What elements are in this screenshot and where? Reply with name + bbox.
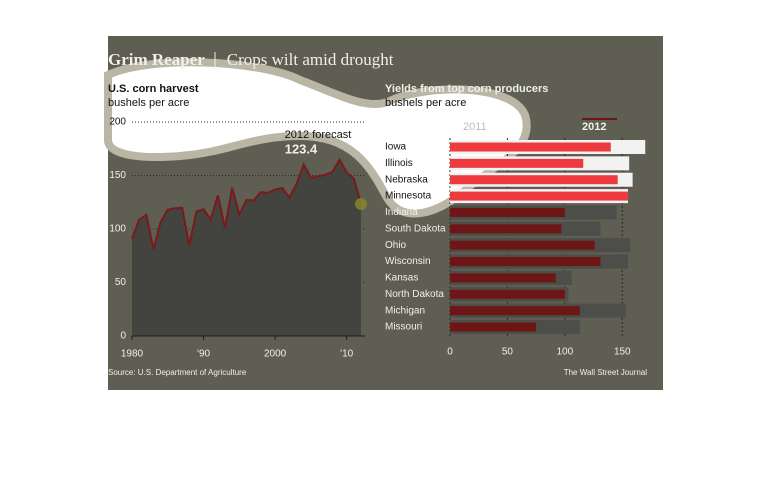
bar [450, 289, 565, 299]
category-label: Kansas [385, 273, 418, 284]
annotation: 2012 forecast [285, 129, 352, 141]
subtitle: Crops wilt amid drought [227, 50, 394, 69]
bar [450, 158, 584, 168]
title: Grim Reaper [108, 50, 205, 69]
area [132, 159, 361, 336]
highlight-point [355, 197, 367, 210]
category-label: South Dakota [385, 223, 446, 234]
x-tick-label: 0 [447, 347, 453, 358]
legend-label: 2011 [463, 121, 487, 133]
bar [450, 207, 565, 217]
category-label: Nebraska [385, 174, 428, 185]
y-tick-label: 50 [115, 277, 127, 288]
page-title: Grim Reaper Crops wilt amid drought [108, 50, 394, 69]
value-label: 123.4 [285, 141, 318, 156]
y-tick-label: 100 [109, 224, 126, 235]
x-tick-label: '90 [197, 349, 210, 360]
bar [450, 240, 595, 250]
x-tick-label: 100 [557, 347, 574, 358]
category-label: North Dakota [385, 289, 444, 300]
legend-label: 2012 [582, 121, 606, 133]
bar [450, 175, 618, 185]
x-tick-label: '10 [340, 349, 353, 360]
source: Source: U.S. Department of Agriculture [108, 368, 247, 377]
bar [450, 306, 580, 316]
category-label: Missouri [385, 322, 422, 333]
x-tick-label: 2000 [264, 349, 287, 360]
category-label: Wisconsin [385, 256, 431, 267]
bar [450, 142, 611, 152]
bar [450, 191, 629, 201]
chart-title: U.S. corn harvest [108, 83, 199, 95]
chart-subtitle: bushels per acre [385, 97, 466, 109]
credit: The Wall Street Journal [564, 368, 648, 377]
x-tick-label: 50 [502, 347, 514, 358]
bar [450, 257, 601, 267]
bar [450, 224, 562, 234]
category-label: Michigan [385, 305, 425, 316]
x-tick-label: 1980 [121, 349, 144, 360]
bar [450, 273, 556, 283]
line [131, 157, 362, 250]
category-label: Indiana [385, 207, 418, 218]
y-tick-label: 0 [120, 331, 126, 342]
bar [450, 322, 537, 332]
category-label: Minnesota [385, 191, 432, 202]
category-label: Illinois [385, 158, 413, 169]
y-tick-label: 150 [109, 170, 126, 181]
y-tick-label: 200 [109, 117, 126, 128]
x-tick-label: 150 [614, 347, 631, 358]
chart-subtitle: bushels per acre [108, 97, 189, 109]
category-label: Iowa [385, 142, 407, 153]
chart-title: Yields from top corn producers [385, 83, 548, 95]
category-label: Ohio [385, 240, 407, 251]
